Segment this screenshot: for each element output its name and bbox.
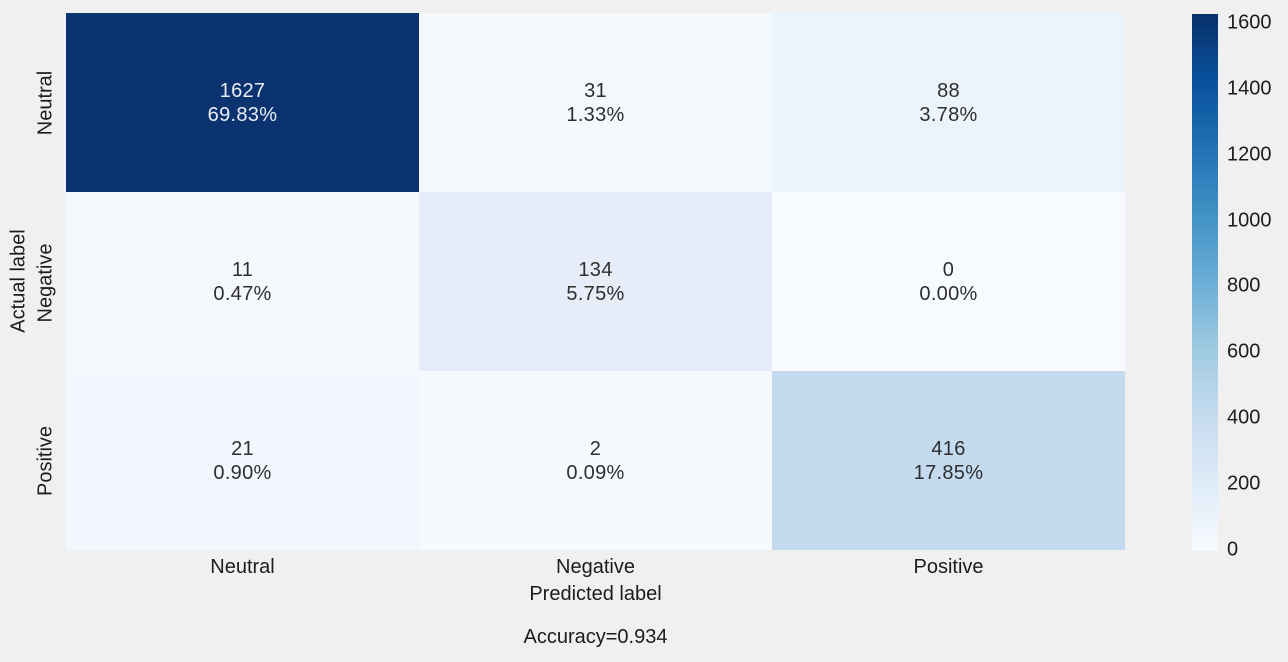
cell-count: 21 xyxy=(231,437,254,460)
x-tick-labels: Neutral Negative Positive xyxy=(66,556,1125,579)
colorbar-tick: 400 xyxy=(1227,406,1261,429)
colorbar-tick: 200 xyxy=(1227,472,1261,495)
cell-count: 134 xyxy=(578,258,613,281)
x-axis-label: Predicted label xyxy=(529,583,662,605)
heatmap-grid: 1627 69.83% 31 1.33% 88 3.78% 11 0.47% 1… xyxy=(66,13,1125,550)
cell-count: 31 xyxy=(584,79,607,102)
x-tick-neutral: Neutral xyxy=(210,556,275,578)
cell-percent: 5.75% xyxy=(566,282,625,305)
cell-percent: 0.47% xyxy=(213,282,272,305)
cell-neutral-negative: 31 1.33% xyxy=(419,13,772,192)
cell-positive-negative: 2 0.09% xyxy=(419,371,772,550)
cell-percent: 0.00% xyxy=(919,282,978,305)
cell-percent: 3.78% xyxy=(919,103,978,126)
colorbar xyxy=(1192,14,1218,550)
cell-count: 0 xyxy=(942,258,955,281)
cell-negative-positive: 0 0.00% xyxy=(772,192,1125,371)
colorbar-tick: 0 xyxy=(1227,538,1239,561)
cell-neutral-positive: 88 3.78% xyxy=(772,13,1125,192)
cell-positive-neutral: 21 0.90% xyxy=(66,371,419,550)
cell-negative-neutral: 11 0.47% xyxy=(66,192,419,371)
cell-neutral-neutral: 1627 69.83% xyxy=(66,13,419,192)
colorbar-tick: 1400 xyxy=(1227,77,1272,100)
cell-count: 1627 xyxy=(219,79,266,102)
accuracy-annotation: Accuracy=0.934 xyxy=(523,626,668,648)
x-tick-negative: Negative xyxy=(556,556,635,578)
cell-positive-positive: 416 17.85% xyxy=(772,371,1125,550)
cell-count: 11 xyxy=(231,258,254,281)
cell-percent: 1.33% xyxy=(566,103,625,126)
colorbar-tick: 800 xyxy=(1227,274,1261,297)
colorbar-tick: 1200 xyxy=(1227,143,1272,166)
cell-negative-negative: 134 5.75% xyxy=(419,192,772,371)
cell-count: 416 xyxy=(931,437,966,460)
cell-count: 2 xyxy=(589,437,602,460)
cell-percent: 0.09% xyxy=(566,461,625,484)
cell-percent: 0.90% xyxy=(213,461,272,484)
y-tick-negative: Negative xyxy=(34,243,57,323)
colorbar-tick: 1000 xyxy=(1227,209,1272,232)
cell-percent: 69.83% xyxy=(207,103,278,126)
cell-count: 88 xyxy=(937,79,960,102)
y-axis-label: Actual label xyxy=(7,229,30,333)
colorbar-tick: 1600 xyxy=(1227,11,1272,34)
y-tick-positive: Positive xyxy=(34,425,57,497)
colorbar-tick: 600 xyxy=(1227,340,1261,363)
cell-percent: 17.85% xyxy=(913,461,984,484)
x-tick-positive: Positive xyxy=(913,556,984,578)
y-tick-neutral: Neutral xyxy=(34,70,57,136)
